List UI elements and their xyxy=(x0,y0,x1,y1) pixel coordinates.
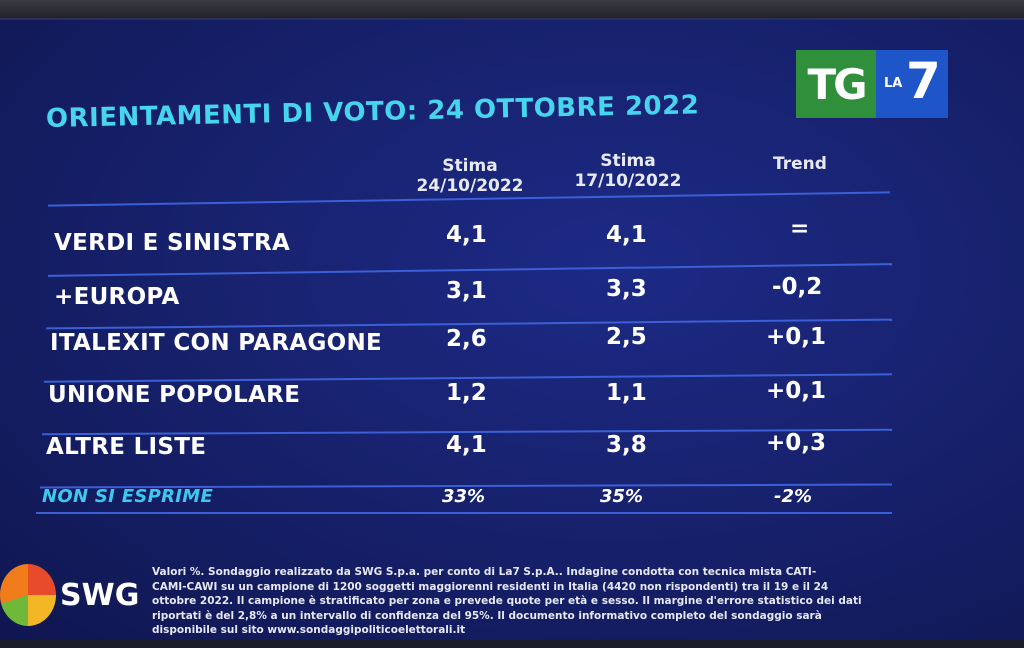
logo-la-text: LA xyxy=(884,76,903,91)
note-line: Valori %. Sondaggio realizzato da SWG S.… xyxy=(152,566,817,578)
row-previous: 2,5 xyxy=(606,324,647,350)
monitor-bezel xyxy=(0,0,1024,20)
row-current: 1,2 xyxy=(446,380,487,406)
page-title: ORIENTAMENTI DI VOTO: 24 OTTOBRE 2022 xyxy=(45,90,700,134)
column-header-trend: Trend xyxy=(740,154,860,174)
table-row: ALTRE LISTE 4,1 3,8 +0,3 xyxy=(0,422,1024,470)
note-line: riportati è del 2,8% a un intervallo di … xyxy=(152,609,822,622)
row-current: 4,1 xyxy=(446,222,487,248)
row-label: NON SI ESPRIME xyxy=(42,486,214,507)
row-trend: -0,2 xyxy=(772,274,823,300)
row-label: UNIONE POPOLARE xyxy=(48,382,301,408)
table-divider xyxy=(36,512,892,514)
row-previous: 35% xyxy=(600,486,644,507)
row-trend: +0,3 xyxy=(766,430,827,456)
column-header-previous-line1: Stima xyxy=(600,151,656,171)
column-header-previous: Stima 17/10/2022 xyxy=(558,151,698,191)
note-line: CAMI-CAWI su un campione di 1200 soggett… xyxy=(152,580,829,593)
swg-logo-text: SWG xyxy=(60,578,140,613)
column-header-current: Stima 24/10/2022 xyxy=(400,156,540,196)
row-trend: +0,1 xyxy=(766,378,827,404)
note-line: disponibile sul sito www.sondaggipolitic… xyxy=(152,624,466,636)
row-trend: +0,1 xyxy=(766,324,827,350)
logo-la7: LA 7 xyxy=(876,50,948,118)
column-header-current-line1: Stima xyxy=(442,156,498,176)
column-header-current-line2: 24/10/2022 xyxy=(416,176,524,196)
row-trend: -2% xyxy=(774,486,813,507)
row-label: ALTRE LISTE xyxy=(46,434,207,460)
table-row: UNIONE POPOLARE 1,2 1,1 +0,1 xyxy=(0,370,1024,418)
row-current: 4,1 xyxy=(446,432,487,458)
table-row: ITALEXIT CON PARAGONE 2,6 2,5 +0,1 xyxy=(0,318,1024,366)
column-header-trend-line1: Trend xyxy=(773,154,827,174)
column-header-previous-line2: 17/10/2022 xyxy=(574,171,682,191)
row-previous: 4,1 xyxy=(606,222,647,248)
logo-seven: 7 xyxy=(906,52,941,110)
methodology-note: Valori %. Sondaggio realizzato da SWG S.… xyxy=(152,565,910,638)
table-row: VERDI E SINISTRA 4,1 4,1 = xyxy=(0,212,1024,260)
tg-la7-logo: TG LA 7 xyxy=(796,50,948,118)
row-previous: 1,1 xyxy=(606,380,647,406)
row-current: 3,1 xyxy=(446,278,487,304)
row-label: ITALEXIT CON PARAGONE xyxy=(50,330,383,356)
swg-logo-mark xyxy=(0,564,56,626)
swg-logo: SWG xyxy=(0,558,150,648)
row-current: 2,6 xyxy=(446,326,487,352)
row-current: 33% xyxy=(442,486,486,507)
row-previous: 3,3 xyxy=(606,276,647,302)
row-trend: = xyxy=(790,216,810,242)
row-previous: 3,8 xyxy=(606,432,647,458)
table-row: +EUROPA 3,1 3,3 -0,2 xyxy=(0,266,1024,314)
row-label: +EUROPA xyxy=(54,284,180,310)
table-row: NON SI ESPRIME 33% 35% -2% xyxy=(0,474,1024,522)
note-line: ottobre 2022. Il campione è stratificato… xyxy=(152,595,862,607)
tv-screen: TG LA 7 ORIENTAMENTI DI VOTO: 24 OTTOBRE… xyxy=(0,18,1024,640)
logo-tg: TG xyxy=(796,50,876,118)
row-label: VERDI E SINISTRA xyxy=(54,230,291,256)
